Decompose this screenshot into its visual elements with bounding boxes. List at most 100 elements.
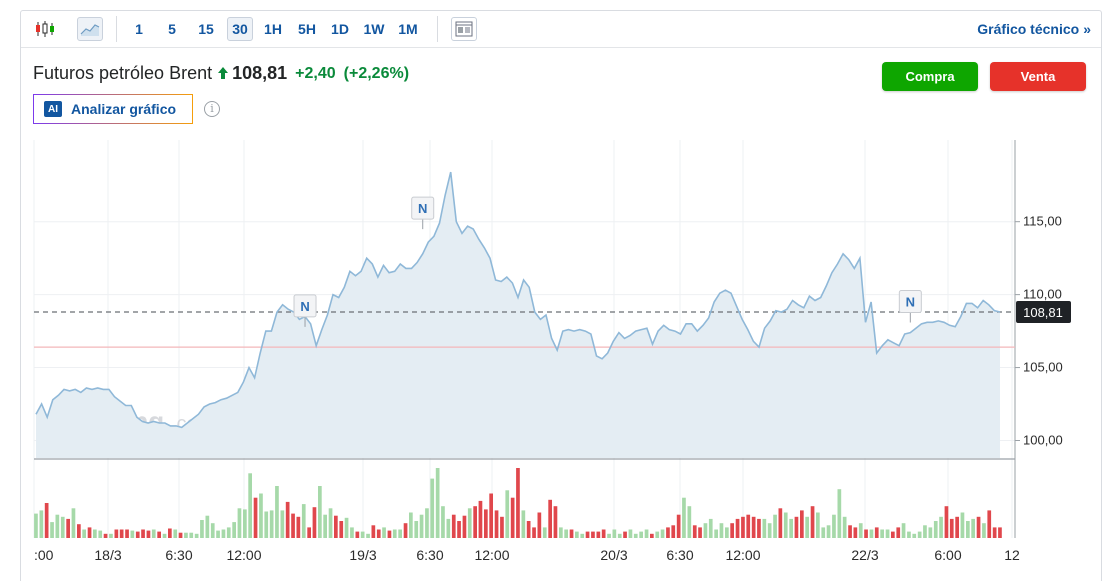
- volume-bar: [955, 516, 959, 538]
- volume-bar: [435, 468, 440, 538]
- volume-bar: [194, 533, 199, 538]
- volume-bar: [639, 531, 643, 538]
- news-marker-box: [293, 294, 317, 318]
- volume-bar: [280, 510, 285, 538]
- volume-bar: [741, 516, 745, 538]
- volume-bar: [446, 518, 451, 538]
- candlestick-icon[interactable]: [32, 17, 58, 41]
- volume-bar: [660, 529, 665, 538]
- volume-bar: [71, 508, 76, 538]
- volume-bar: [473, 506, 477, 538]
- last-price: 108,81: [232, 63, 288, 83]
- volume-bar: [575, 531, 579, 538]
- x-tick-label: 19/3: [349, 547, 376, 563]
- volume-bar: [505, 490, 510, 538]
- volume-bar: [350, 527, 354, 538]
- volume-bar: [858, 523, 863, 538]
- interval-1h[interactable]: 1H: [264, 21, 282, 37]
- volume-bar: [248, 473, 252, 538]
- volume-bar: [842, 516, 847, 538]
- volume-bar: [98, 530, 103, 538]
- volume-bar: [714, 529, 718, 538]
- volume-bar: [296, 516, 301, 538]
- x-tick-label: 6:30: [416, 547, 443, 563]
- volume-bar: [623, 531, 627, 538]
- news-marker: N: [898, 290, 922, 323]
- volume-bar: [553, 506, 558, 538]
- volume-bar: [644, 529, 649, 538]
- volume-bar: [998, 527, 1002, 538]
- volume-bar: [478, 500, 483, 538]
- toolbar-divider: [116, 16, 117, 42]
- interval-15[interactable]: 15: [198, 21, 214, 37]
- area-chart-icon[interactable]: [77, 17, 103, 41]
- x-tick-label: 22/3: [851, 547, 878, 563]
- sell-button[interactable]: Venta: [990, 62, 1086, 91]
- price-line: [35, 171, 1001, 429]
- volume-bar: [285, 501, 290, 538]
- volume-bar: [730, 523, 734, 538]
- y-tick-label: 110,00: [1023, 287, 1062, 302]
- x-tick-label: :00: [34, 547, 54, 563]
- current-price-tag-label: 108,81: [1023, 305, 1063, 320]
- volume-bar: [301, 504, 306, 538]
- volume-bar: [323, 514, 327, 538]
- volume-bar: [869, 529, 874, 538]
- buy-button[interactable]: Compra: [882, 62, 978, 91]
- info-icon[interactable]: i: [204, 101, 220, 117]
- interval-1w[interactable]: 1W: [363, 21, 385, 37]
- y-tick-label: 105,00: [1023, 360, 1063, 375]
- volume-bar: [462, 515, 467, 538]
- volume-bar: [328, 508, 333, 538]
- volume-bar: [441, 506, 445, 538]
- current-price-tag-box: [1016, 300, 1071, 323]
- volume-bar: [949, 518, 954, 538]
- volume-bar: [318, 486, 322, 538]
- interval-1d[interactable]: 1D: [331, 21, 349, 37]
- volume-bar: [382, 527, 386, 538]
- interval-5h[interactable]: 5H: [298, 21, 316, 37]
- volume-bar: [312, 507, 317, 538]
- interval-1[interactable]: 1: [135, 21, 143, 37]
- x-tick-label: 6:30: [666, 547, 693, 563]
- volume-bar: [580, 533, 585, 538]
- volume-bar: [928, 527, 933, 538]
- x-tick-label: 20/3: [600, 547, 627, 563]
- volume-bar: [783, 512, 788, 538]
- news-marker-label: N: [300, 299, 309, 314]
- interval-30[interactable]: 30: [227, 17, 253, 41]
- volume-bar: [821, 527, 826, 538]
- volume-bar: [880, 529, 884, 538]
- volume-bar: [725, 527, 729, 538]
- volume-bar: [489, 493, 493, 538]
- news-marker: N: [411, 196, 435, 230]
- volume-bar: [467, 508, 472, 538]
- volume-bar: [537, 512, 542, 538]
- volume-bar: [751, 516, 756, 538]
- volume-bar: [430, 478, 435, 538]
- news-marker-box: [898, 290, 922, 314]
- volume-bar: [77, 524, 81, 538]
- volume-bar: [907, 531, 911, 538]
- technical-chart-link[interactable]: Gráfico técnico»: [977, 21, 1091, 37]
- y-tick-label: 100,00: [1023, 432, 1063, 447]
- analyze-chart-button[interactable]: AI Analizar gráfico: [33, 94, 193, 124]
- volume-bar: [360, 531, 365, 538]
- volume-bar: [874, 527, 879, 538]
- volume-bar: [87, 527, 92, 538]
- volume-bar: [773, 514, 777, 538]
- ai-icon: AI: [44, 101, 62, 117]
- volume-bar: [200, 520, 204, 538]
- news-marker-box: [411, 196, 435, 220]
- volume-bar: [542, 527, 547, 538]
- volume-bar: [848, 525, 852, 538]
- interval-1m[interactable]: 1M: [398, 21, 418, 37]
- volume-bar: [178, 532, 183, 538]
- interval-5[interactable]: 5: [168, 21, 176, 37]
- news-layout-icon[interactable]: [451, 17, 477, 41]
- volume-bar: [633, 533, 638, 538]
- volume-bar: [837, 489, 842, 538]
- volume-bar: [666, 527, 670, 538]
- volume-bar: [992, 527, 997, 538]
